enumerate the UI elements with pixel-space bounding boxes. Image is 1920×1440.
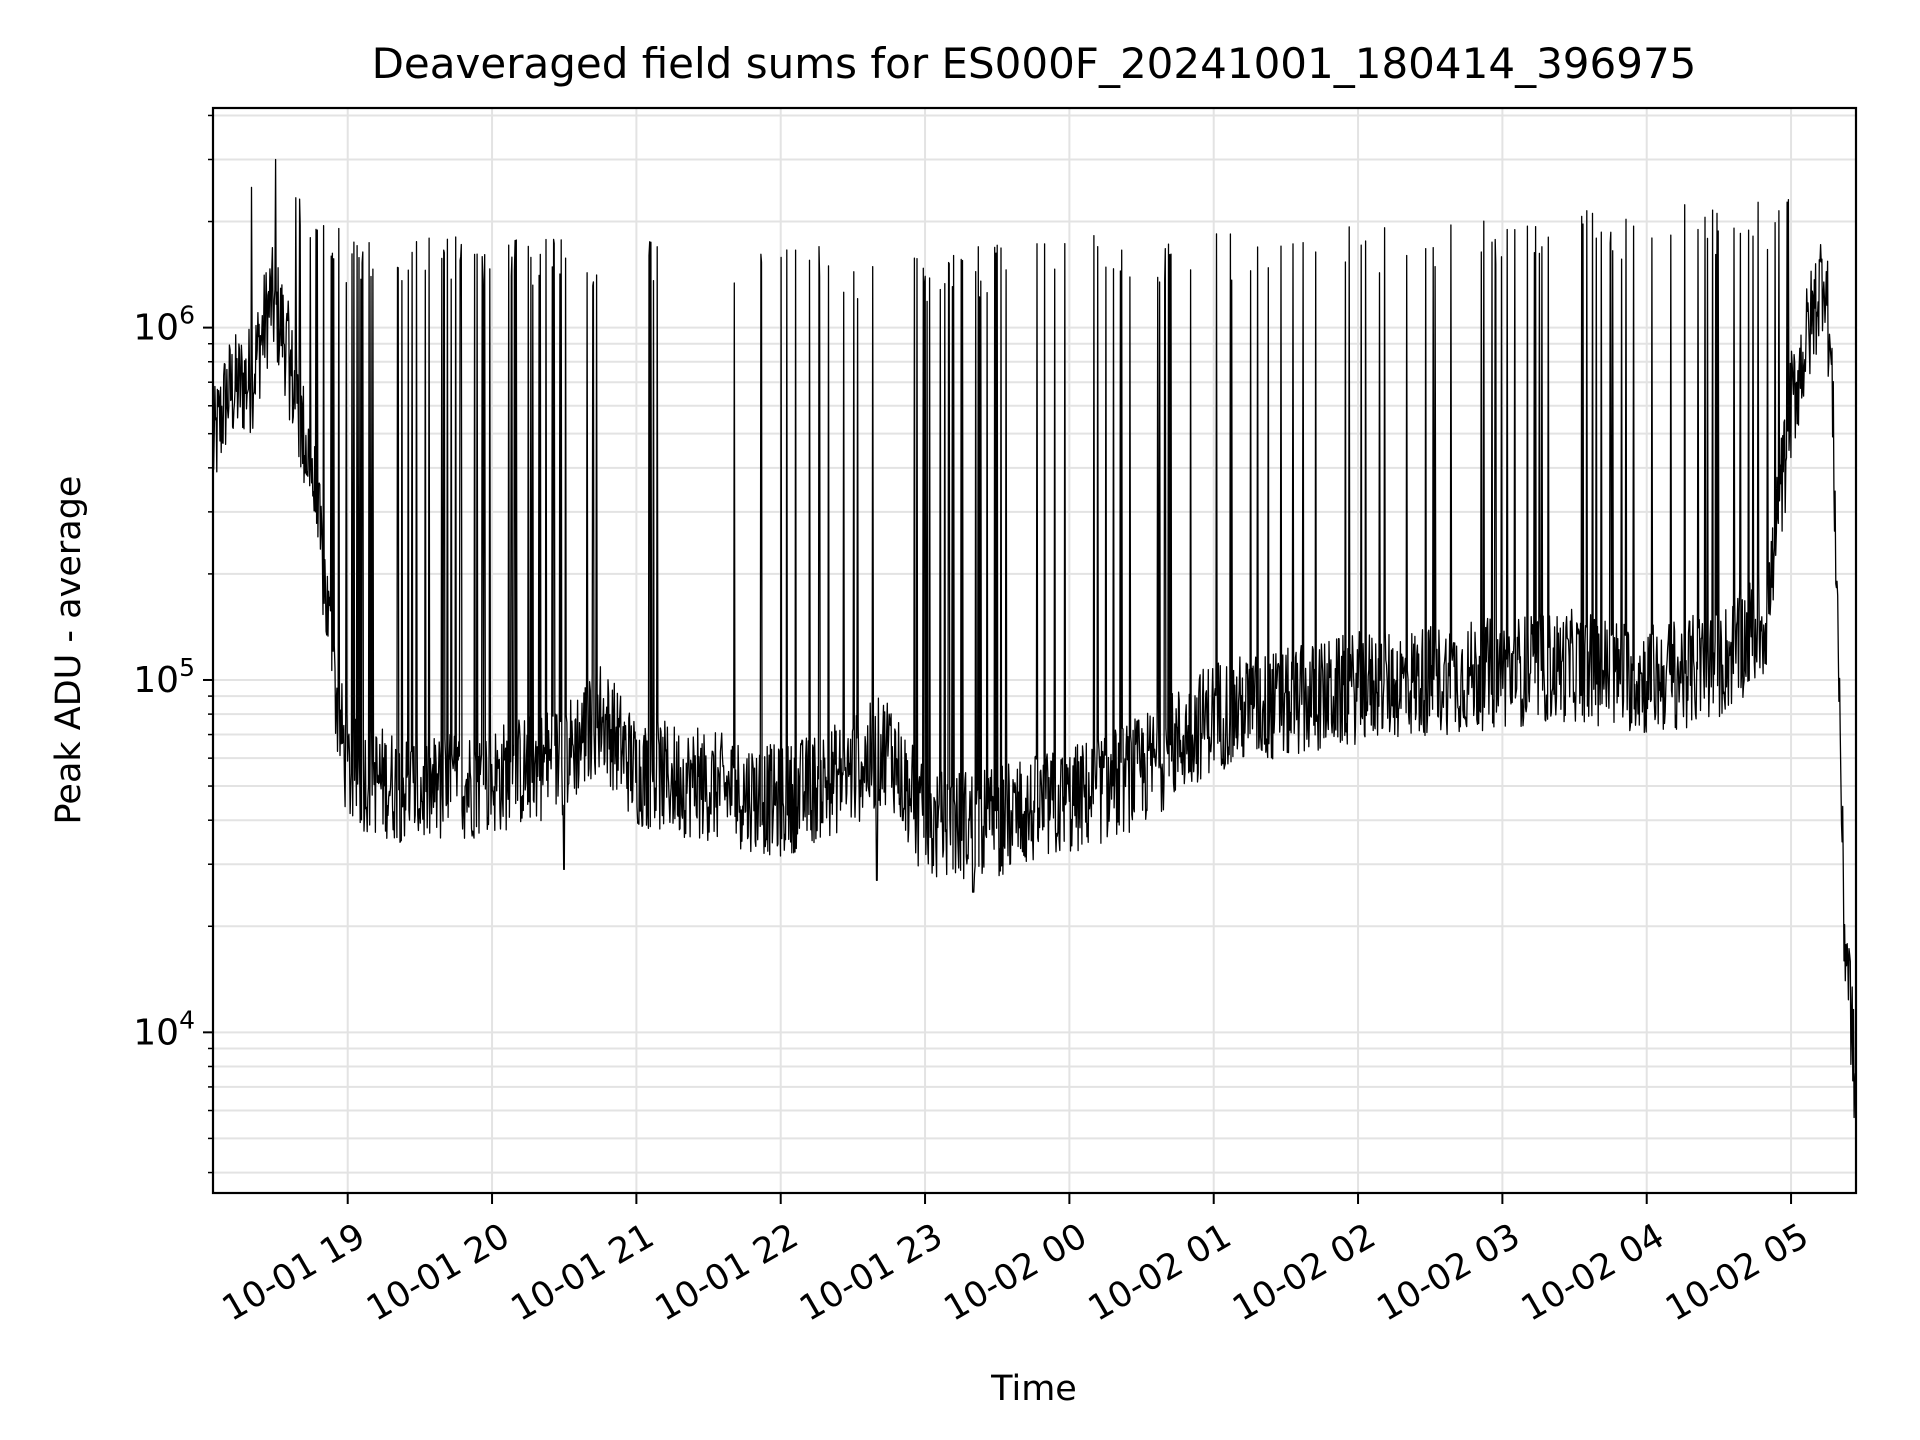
series-path [213, 158, 1856, 1127]
series-line [213, 158, 1856, 1127]
y-tick-label: 106 [133, 301, 195, 349]
y-tick-label: 105 [133, 653, 195, 701]
plot-frame [211, 106, 1858, 1195]
x-axis-label: Time [990, 1369, 1077, 1409]
y-axis-label: Peak ADU - average [49, 476, 89, 825]
y-tick-label: 104 [133, 1005, 195, 1053]
chart-title: Deaveraged field sums for ES000F_2024100… [372, 39, 1697, 88]
